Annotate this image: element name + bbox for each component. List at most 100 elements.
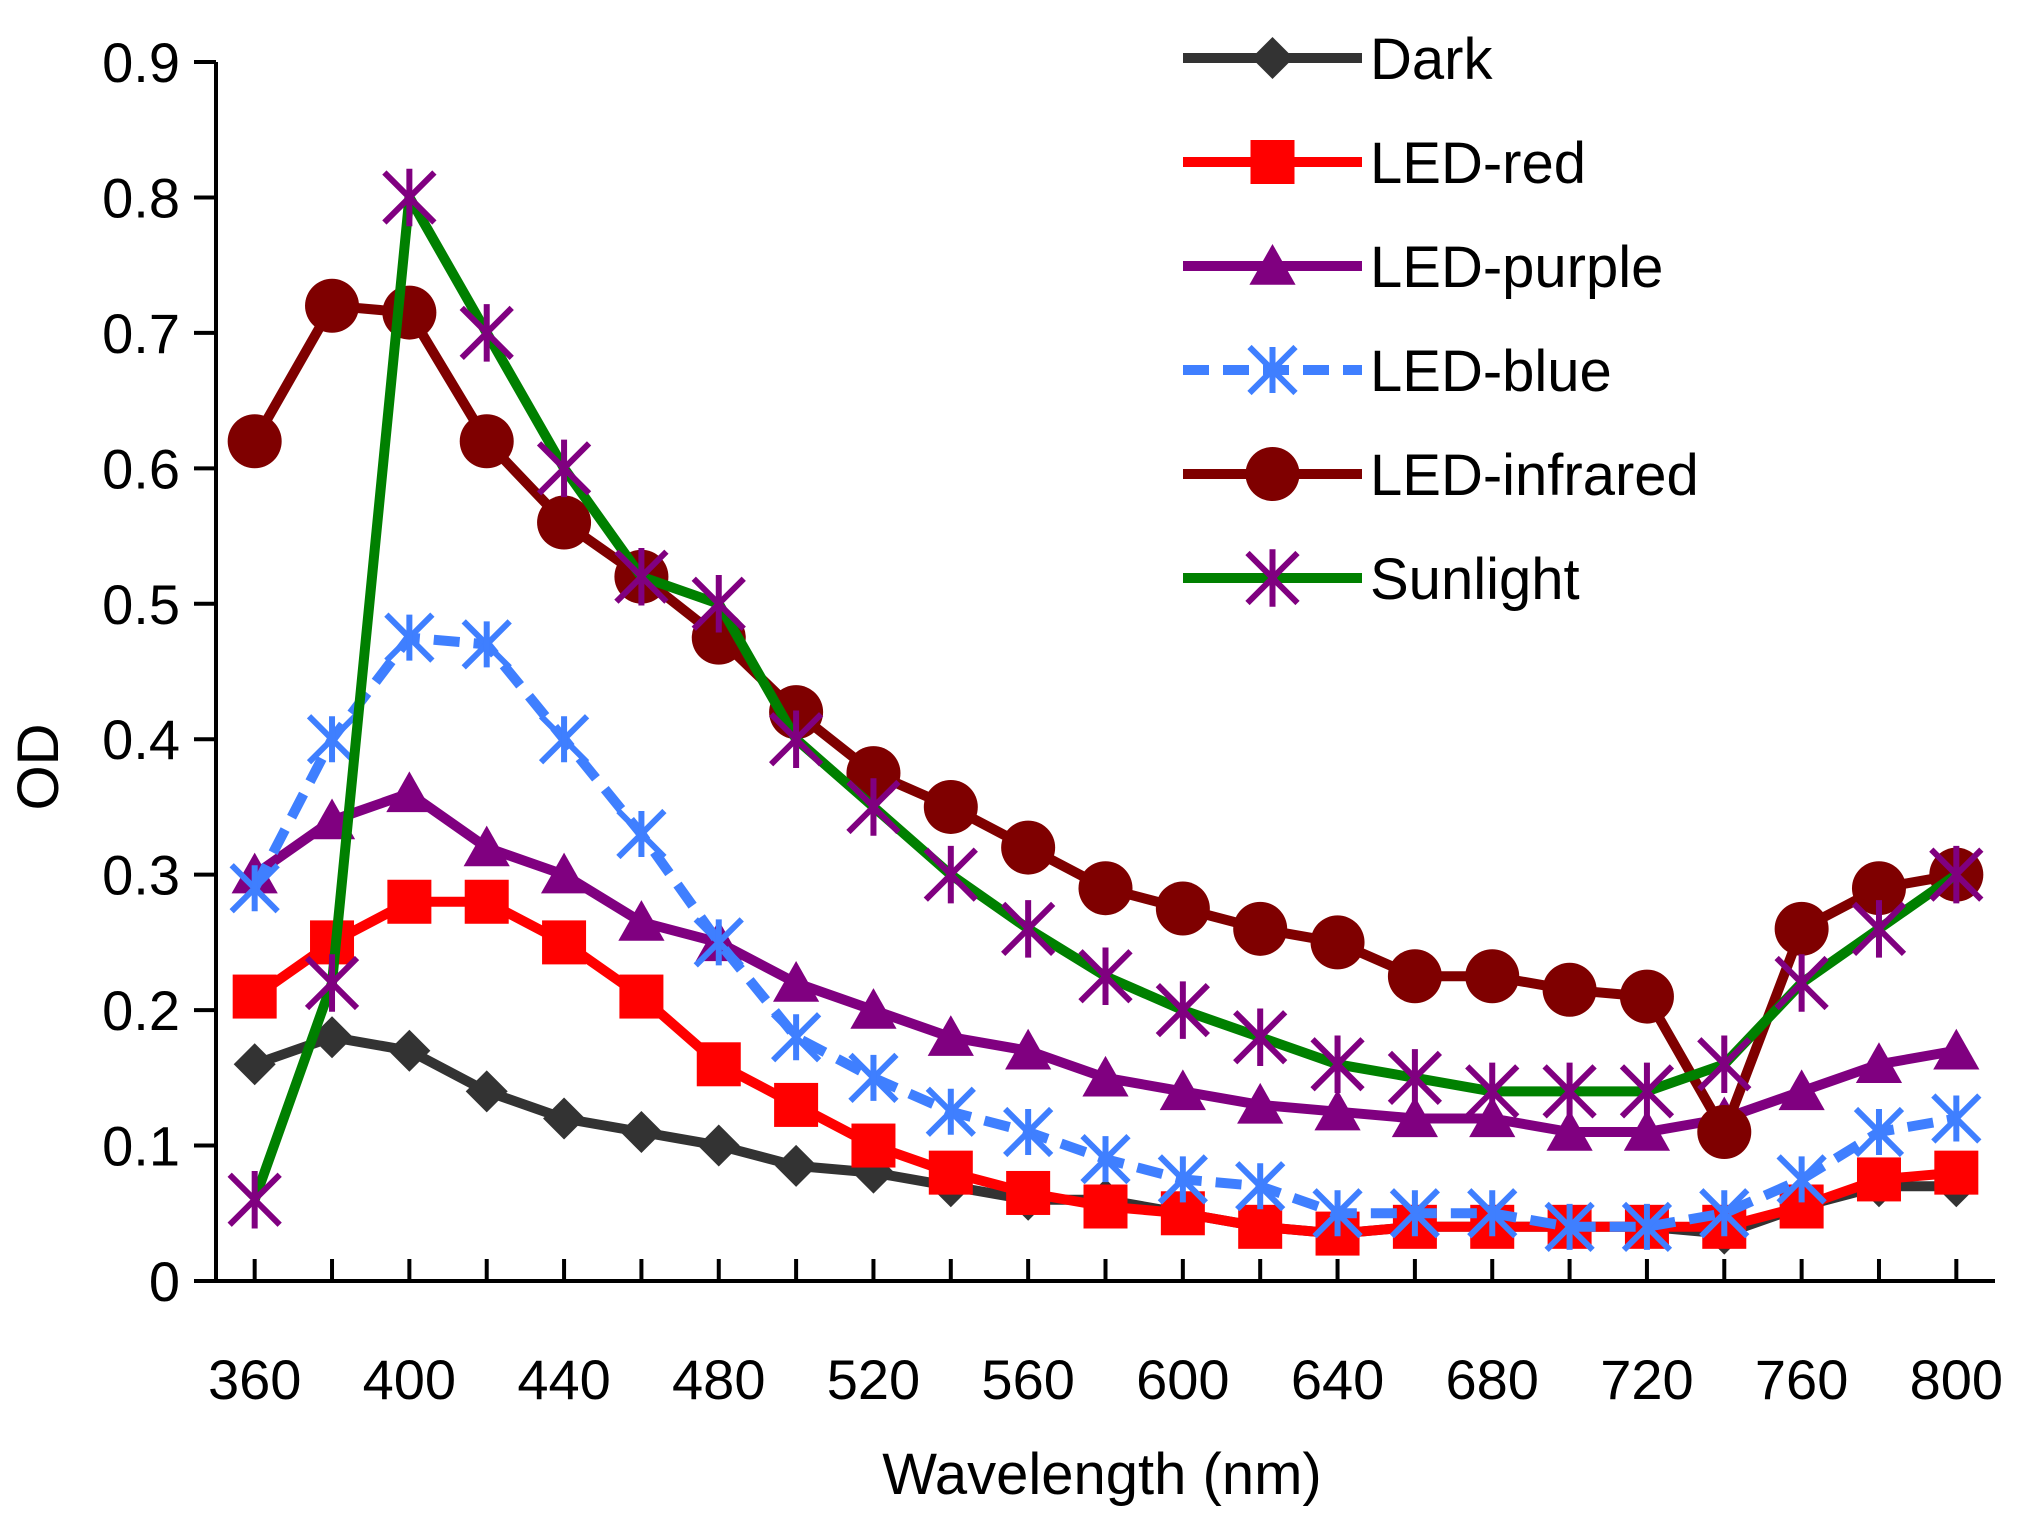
legend-item-dark: Dark [1183,27,1493,92]
y-tick-label: 0.8 [102,166,180,229]
data-point-led-purple [850,988,897,1029]
x-tick-label: 360 [208,1348,301,1411]
data-point-sunlight [459,304,514,362]
x-tick-label: 600 [1136,1348,1229,1411]
data-point-led-blue [1235,1161,1286,1212]
x-tick-label: 480 [672,1348,765,1411]
data-point-led-blue [1389,1188,1441,1239]
data-point-led-infrared [1078,861,1133,916]
data-point-dark [388,1029,431,1072]
data-point-led-red [1934,1150,1979,1195]
legend-item-led-blue: LED-blue [1183,339,1612,404]
data-point-led-infrared [1774,901,1829,956]
x-tick-label: 760 [1755,1348,1848,1411]
data-point-dark [543,1097,586,1140]
data-point-led-blue [1544,1201,1595,1252]
data-point-led-blue [1157,1154,1208,1205]
y-tick-label: 0.2 [102,979,180,1042]
data-point-led-blue [1931,1093,1982,1144]
data-point-led-infrared [1465,949,1520,1004]
data-point-sunlight [768,710,824,768]
x-tick-label: 440 [517,1348,610,1411]
legend-marker-led-red [1250,140,1295,184]
data-point-sunlight [1233,1008,1288,1066]
data-point-led-purple [1778,1069,1825,1111]
data-point-sunlight [1078,947,1133,1005]
data-point-led-infrared [846,746,901,801]
data-point-led-blue [306,714,358,765]
data-point-led-infrared [1387,949,1442,1004]
data-point-led-blue [1312,1188,1363,1239]
data-point-led-blue [693,917,744,968]
data-point-led-purple [1623,1110,1671,1151]
legend-label-sunlight: Sunlight [1370,547,1580,612]
data-point-led-blue [384,612,435,663]
data-point-led-red [1083,1184,1128,1229]
data-point-led-purple [1546,1110,1593,1151]
data-point-led-purple [1855,1042,1903,1083]
data-point-led-purple [773,961,820,1002]
data-point-sunlight [1619,1062,1675,1121]
data-point-sunlight [846,778,901,836]
x-tick-label: 640 [1291,1348,1384,1411]
y-tick-label: 0.1 [102,1115,180,1178]
data-point-dark [233,1043,276,1086]
data-point-led-blue [1699,1188,1750,1239]
y-tick-label: 0 [149,1250,180,1313]
data-point-led-infrared [1155,881,1210,936]
data-point-led-red [774,1082,819,1127]
data-point-dark [697,1124,740,1167]
y-axis-title: OD [6,724,71,811]
data-point-led-blue [770,1012,822,1063]
data-point-led-blue [925,1086,976,1137]
x-tick-label: 560 [981,1348,1074,1411]
data-point-sunlight [1310,1035,1365,1094]
y-tick-label: 0.4 [102,708,180,771]
legend-item-sunlight: Sunlight [1183,547,1580,612]
data-point-dark [311,1016,354,1059]
data-point-sunlight [227,1170,282,1229]
y-tick-label: 0.3 [102,844,180,907]
data-point-led-infrared [1619,969,1674,1024]
legend-marker-sunlight [1245,549,1300,607]
data-point-led-purple [540,852,588,894]
series-line-sunlight [249,192,1960,1202]
data-point-led-red [928,1150,973,1195]
series-sunlight [227,168,1984,1229]
legend-label-led-infrared: LED-infrared [1370,443,1699,508]
legend-label-led-purple: LED-purple [1370,235,1663,300]
series-layer [227,168,1984,1256]
x-tick-label: 400 [363,1348,456,1411]
data-point-sunlight [1387,1049,1443,1107]
data-point-led-blue [1467,1188,1518,1239]
data-point-led-red [1006,1170,1051,1215]
data-point-led-infrared [459,414,514,469]
data-point-sunlight [923,845,978,904]
data-point-led-red [542,920,587,965]
data-point-led-red [619,974,664,1019]
data-point-sunlight [1155,981,1210,1039]
data-point-led-red [1856,1157,1901,1202]
data-point-led-blue [1853,1106,1905,1158]
data-point-led-purple [463,825,510,867]
data-point-sunlight [614,547,669,606]
series-led-blue [229,612,1982,1252]
legend-label-led-blue: LED-blue [1370,339,1612,404]
legend-label-dark: Dark [1370,27,1493,92]
x-tick-label: 520 [827,1348,920,1411]
legend-item-led-red: LED-red [1183,131,1586,196]
data-point-led-purple [927,1015,974,1056]
data-point-sunlight [1929,845,1984,904]
legend-label-led-red: LED-red [1370,131,1586,196]
data-point-led-blue [1776,1154,1827,1205]
legend-item-led-purple: LED-purple [1183,235,1663,300]
data-point-sunlight [304,954,360,1012]
data-point-led-red [851,1123,896,1168]
data-point-sunlight [691,575,746,633]
data-point-led-blue [1080,1133,1131,1185]
x-tick-label: 680 [1446,1348,1539,1411]
data-point-sunlight [1001,900,1056,958]
axes: 0 0.1 0.2 0.3 0.4 0.5 0.6 0.7 0.8 0.9 360 400 440 480… [102,31,2003,1411]
data-point-led-purple [1237,1082,1284,1124]
